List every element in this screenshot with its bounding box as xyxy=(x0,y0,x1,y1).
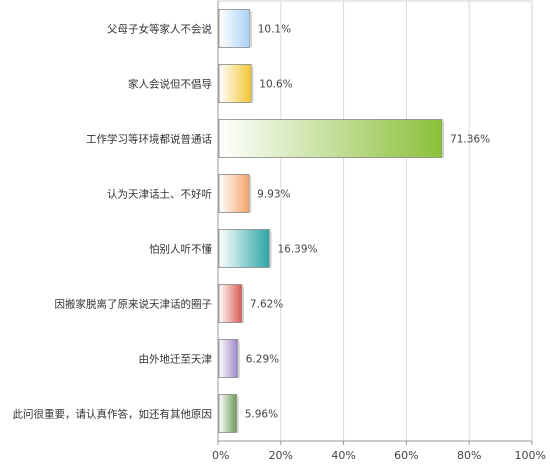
category-label: 怕别人听不懂 xyxy=(149,243,212,256)
value-label: 71.36% xyxy=(450,134,490,146)
category-label: 家人会说但不倡导 xyxy=(128,78,212,91)
category-label: 此问很重要，请认真作答，如还有其他原因 xyxy=(13,408,213,421)
bar-shadow xyxy=(241,286,244,323)
category-label: 由外地迁至天津 xyxy=(139,353,213,366)
x-tick-label: 60% xyxy=(394,449,418,462)
bar xyxy=(218,64,252,103)
bar xyxy=(218,174,250,213)
x-tick-label: 100% xyxy=(515,449,546,462)
value-label: 10.1% xyxy=(258,24,291,36)
bar-shadow xyxy=(236,396,239,433)
bar-shadow xyxy=(269,231,272,268)
bar xyxy=(218,119,443,158)
value-label: 9.93% xyxy=(257,189,290,201)
bar-shadow xyxy=(251,66,254,103)
bar xyxy=(218,229,270,268)
bar xyxy=(218,9,251,48)
bar xyxy=(218,394,238,433)
bar-shadow xyxy=(249,11,252,48)
bar-shadow xyxy=(237,341,240,378)
grid-lines xyxy=(280,1,470,441)
x-tick-label: 0% xyxy=(212,449,229,462)
category-label: 父母子女等家人不会说 xyxy=(107,23,212,36)
value-label: 16.39% xyxy=(277,244,317,256)
value-label: 5.96% xyxy=(245,409,278,421)
bar-shadow xyxy=(249,176,252,213)
value-label: 6.29% xyxy=(246,354,279,366)
x-tick-label: 80% xyxy=(457,449,481,462)
bar xyxy=(218,284,243,323)
x-tick-label: 40% xyxy=(331,449,355,462)
category-label: 认为天津话土、不好听 xyxy=(107,188,212,201)
bar xyxy=(218,339,239,378)
bars xyxy=(218,9,445,433)
category-labels: 父母子女等家人不会说家人会说但不倡导工作学习等环境都说普通话认为天津话土、不好听… xyxy=(13,23,213,421)
value-labels: 10.1% 10.6% 71.36% 9.93% 16.39% 7.62% 6.29% 5.9… xyxy=(245,24,490,421)
x-tick-label: 20% xyxy=(269,449,293,462)
plot-area xyxy=(217,0,533,442)
category-label: 工作学习等环境都说普通话 xyxy=(86,133,212,146)
value-label: 7.62% xyxy=(250,299,283,311)
value-label: 10.6% xyxy=(259,79,292,91)
x-axis-ticks: 0% 20% 40% 60% 80% 100% xyxy=(212,441,546,462)
category-label: 因搬家脱离了原来说天津话的圈子 xyxy=(55,298,213,311)
bar-shadow xyxy=(442,121,445,158)
